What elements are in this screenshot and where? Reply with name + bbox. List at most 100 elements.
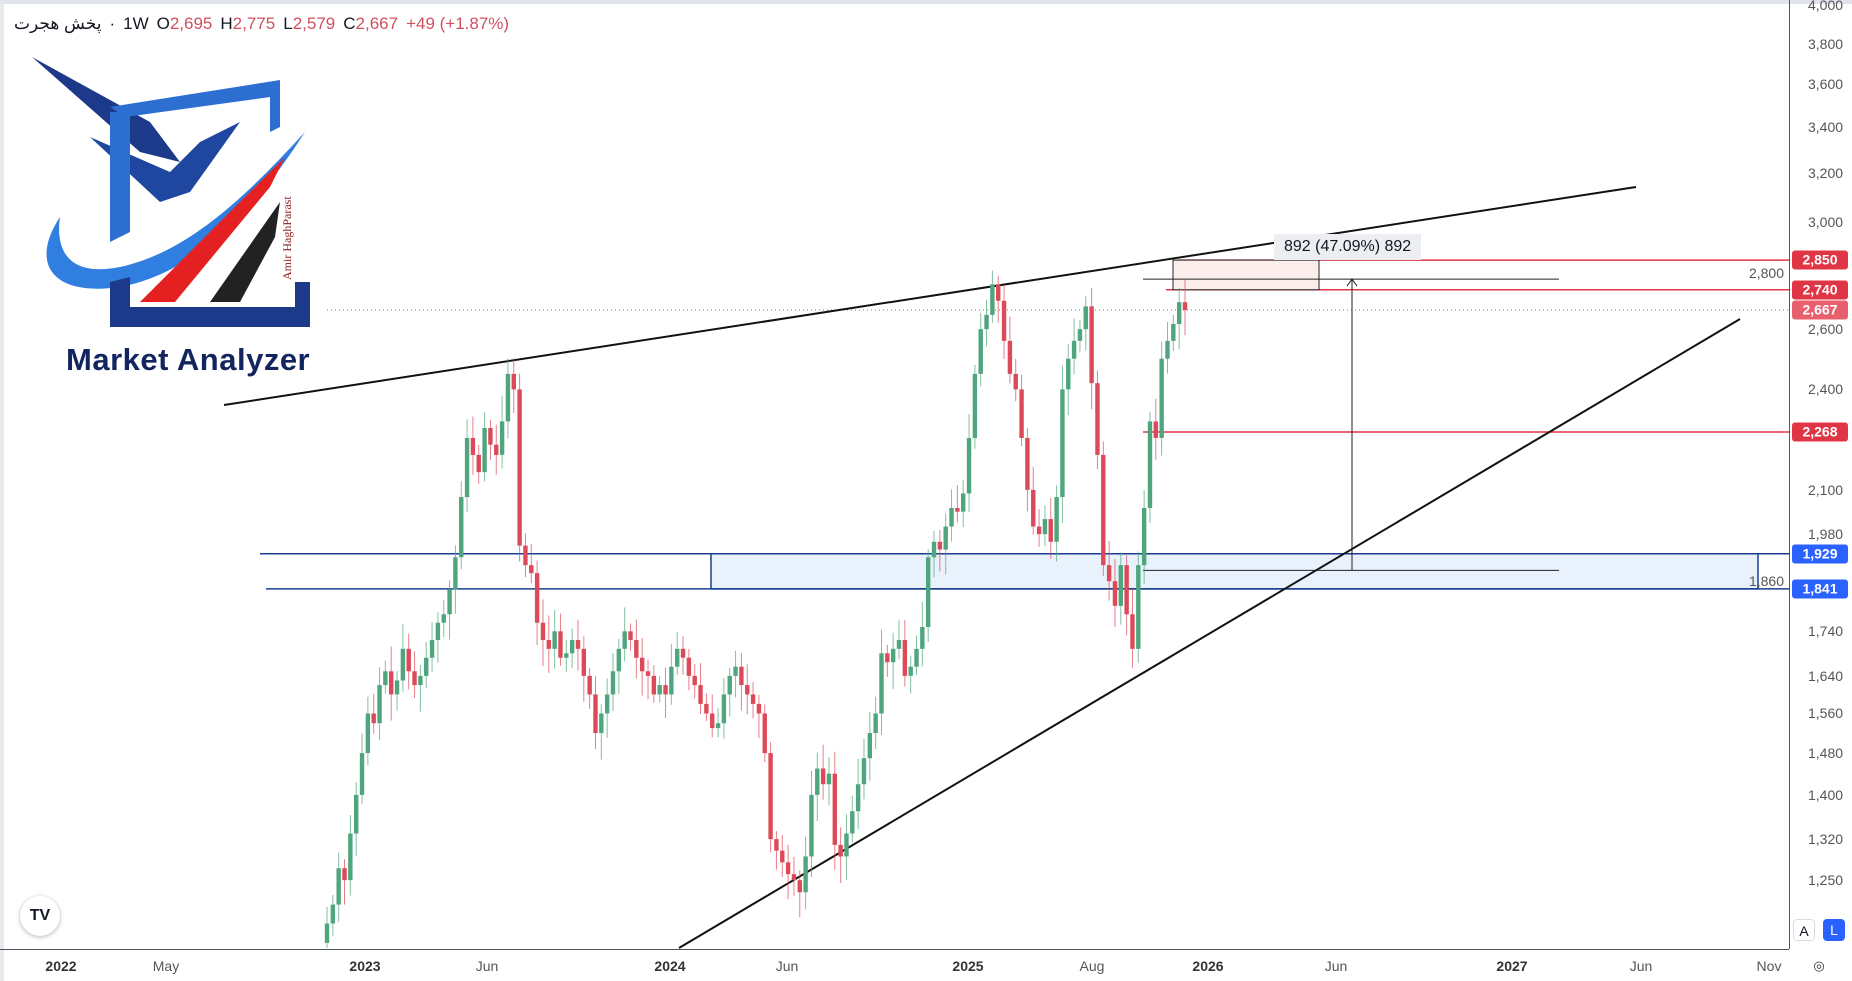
candle-body xyxy=(435,622,441,641)
upper-trendline xyxy=(223,186,1637,406)
candle-body xyxy=(1031,489,1036,527)
candle-body xyxy=(599,713,604,734)
price-badge: 2,850 xyxy=(1792,250,1848,270)
candle-body xyxy=(383,671,388,686)
candle-body xyxy=(389,671,394,695)
candle-body xyxy=(593,694,598,734)
candle-body xyxy=(966,437,972,494)
open-label: O xyxy=(156,14,170,33)
candle-body xyxy=(791,874,797,881)
price-tick: 3,000 xyxy=(1808,213,1844,230)
candle-body xyxy=(482,427,487,473)
candle-body xyxy=(412,671,417,686)
support-zone-box xyxy=(710,553,1759,590)
candle-body xyxy=(406,648,411,672)
candle-body xyxy=(785,862,791,875)
symbol-name[interactable]: پخش هجرت xyxy=(14,14,102,33)
candle-body xyxy=(581,648,587,676)
candle-body xyxy=(447,589,452,615)
candle-body xyxy=(885,653,890,663)
candle-body xyxy=(499,421,505,455)
log-scale-button[interactable]: L xyxy=(1823,919,1845,941)
candle-body xyxy=(604,694,610,714)
close-label: C xyxy=(343,14,356,33)
candle-body xyxy=(984,314,989,330)
candle-body xyxy=(634,640,639,658)
candle-body xyxy=(324,923,330,943)
candle-body xyxy=(377,685,382,724)
open-group: O2,695 xyxy=(157,14,213,34)
logo-title: Market Analyzer xyxy=(66,342,311,377)
candle-body xyxy=(365,713,371,754)
candle-body xyxy=(424,657,429,676)
candle-body xyxy=(1036,526,1042,535)
price-tick: 1,740 xyxy=(1808,623,1844,640)
price-badge: 2,740 xyxy=(1792,280,1848,300)
candle-body xyxy=(639,657,645,672)
time-tick: 2025 xyxy=(952,958,984,974)
high-label: H xyxy=(220,14,233,33)
time-tick: Aug xyxy=(1079,958,1105,974)
price-tick: 2,100 xyxy=(1808,481,1844,498)
candle-body xyxy=(762,713,767,754)
candle-body xyxy=(669,666,674,695)
price-axis[interactable]: 4,000 3,800 3,600 3,400 3,200 3,000 2,800 2,600… xyxy=(1749,0,1852,949)
time-tick: 2023 xyxy=(349,958,381,974)
candle-body xyxy=(610,671,616,695)
candle-body xyxy=(1124,565,1129,615)
candle-body xyxy=(476,454,481,473)
candle-body xyxy=(564,653,569,658)
auto-scale-button[interactable]: A xyxy=(1793,919,1815,941)
price-badge: 1,841 xyxy=(1792,579,1848,599)
price-tick: 3,200 xyxy=(1808,164,1844,181)
candle-body xyxy=(645,671,651,676)
candle-body xyxy=(721,694,727,724)
candle-body xyxy=(826,773,832,785)
candle-body xyxy=(774,839,779,851)
candle-body xyxy=(733,666,738,676)
candle-body xyxy=(1165,340,1170,359)
candle-body xyxy=(342,868,347,881)
candle-body xyxy=(529,565,534,574)
candle-body xyxy=(797,880,802,893)
settings-eye-icon[interactable]: ◎ xyxy=(1813,958,1825,973)
price-tick: 1,400 xyxy=(1808,786,1844,803)
candle-body xyxy=(651,675,657,695)
candle-body xyxy=(832,773,837,845)
candle-body xyxy=(949,507,954,527)
high-group: H2,775 xyxy=(220,14,275,34)
candle-body xyxy=(558,631,563,658)
price-tick: 1,250 xyxy=(1808,872,1844,889)
low-label: L xyxy=(283,14,293,33)
tradingview-logo-icon[interactable]: TV xyxy=(20,896,60,936)
candle-body xyxy=(908,666,913,676)
measure-label[interactable]: 892 (47.09%) 892 xyxy=(1274,234,1422,260)
candle-body xyxy=(955,507,960,512)
candle-body xyxy=(359,753,365,795)
candle-body xyxy=(914,648,919,667)
candle-body xyxy=(890,648,896,663)
candle-body xyxy=(400,648,406,681)
market-analyzer-logo xyxy=(32,57,310,327)
lower-trendline xyxy=(678,318,1741,949)
candle-body xyxy=(575,640,581,649)
candle-body xyxy=(1141,507,1147,566)
time-tick: Nov xyxy=(1756,958,1782,974)
symbol-legend: پخش هجرت · 1W O2,695 H2,775 L2,579 C2,66… xyxy=(14,14,509,34)
candle-body xyxy=(745,685,750,695)
candle-body xyxy=(1112,581,1118,606)
time-axis[interactable]: 2022 May 2023 Jun 2024 Jun 2025 Aug 2026 Jun 2027 J… xyxy=(0,949,1789,981)
interval[interactable]: 1W xyxy=(123,14,149,33)
candle-body xyxy=(1054,497,1059,542)
candle-body xyxy=(540,622,546,641)
candle-body xyxy=(453,557,458,590)
candle-body xyxy=(937,541,943,550)
price-tick: 1,480 xyxy=(1808,745,1844,762)
candle-body xyxy=(1136,565,1141,649)
legend-separator: · xyxy=(109,14,116,33)
price-badge: 1,929 xyxy=(1792,544,1848,564)
candle-body xyxy=(1083,306,1088,330)
price-tick: 3,800 xyxy=(1808,35,1844,52)
candle-body xyxy=(1077,329,1083,341)
